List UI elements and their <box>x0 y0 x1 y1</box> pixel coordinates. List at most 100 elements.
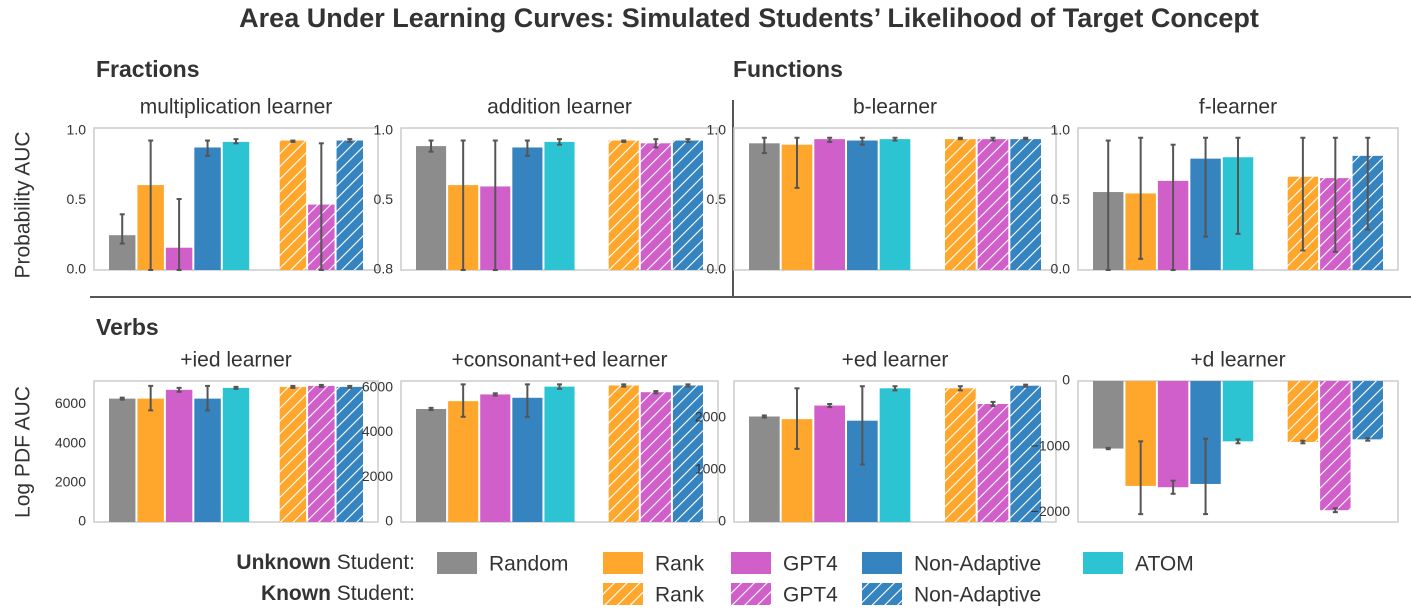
legend-group-label: Known Student: <box>261 582 415 605</box>
bar <box>194 398 221 522</box>
bar <box>544 386 575 522</box>
y-tick-label: 0 <box>78 513 86 529</box>
y-tick-label: 0.5 <box>1051 191 1071 207</box>
chart-title: +ied learner <box>180 349 292 372</box>
legend-label: Non-Adaptive <box>914 584 1041 607</box>
y-tick-label: 2000 <box>695 408 726 424</box>
y-tick-label: 1.0 <box>374 121 394 137</box>
y-tick-label: 0.8 <box>374 261 394 277</box>
legend-group-text: Student: <box>337 551 415 574</box>
bar <box>608 140 639 270</box>
y-tick-label: 1.0 <box>1051 121 1071 137</box>
bar <box>749 143 780 270</box>
y-tick-label: 1.0 <box>707 121 727 137</box>
legend-label: GPT4 <box>783 553 838 576</box>
y-tick-label: 1000 <box>695 460 726 476</box>
bar <box>279 386 307 522</box>
bar <box>448 401 479 522</box>
legend-label: ATOM <box>1135 553 1194 576</box>
legend-group-bold: Known <box>261 582 331 605</box>
bar <box>672 140 703 270</box>
legend-label: Random <box>489 553 568 576</box>
y-tick-label: 0 <box>1062 372 1070 388</box>
chart-title: +d learner <box>1190 349 1285 372</box>
y-tick-label: 0.5 <box>374 191 394 207</box>
bar <box>608 385 639 522</box>
chart-title: +consonant+ed learner <box>452 349 668 372</box>
bar <box>1320 381 1351 511</box>
y-tick-label: 0.0 <box>1051 261 1071 277</box>
legend-group-bold: Unknown <box>236 551 331 574</box>
bar <box>879 139 911 270</box>
legend-group-text: Student: <box>337 582 415 605</box>
chart-title: addition learner <box>487 96 632 119</box>
y-tick-label: −1000 <box>1031 437 1071 453</box>
y-tick-label: 0.0 <box>67 261 87 277</box>
bar <box>945 139 976 270</box>
bar <box>544 141 575 270</box>
legend-swatch <box>862 552 902 574</box>
legend-swatch <box>437 552 477 574</box>
bar <box>640 143 671 270</box>
y-tick-label: 2000 <box>55 474 86 490</box>
bar <box>222 141 250 270</box>
chart-title: multiplication learner <box>140 96 333 119</box>
legend-label: Rank <box>655 584 705 607</box>
bar <box>1287 381 1319 442</box>
bar <box>222 387 250 522</box>
bar <box>847 140 878 270</box>
bar <box>1093 381 1124 449</box>
bar <box>1010 385 1041 522</box>
bar <box>1157 381 1189 488</box>
bar <box>672 385 703 522</box>
legend-group-label: Unknown Student: <box>236 551 415 574</box>
y-tick-label: 0.5 <box>707 191 727 207</box>
bar <box>279 140 307 270</box>
section-label: Verbs <box>96 314 159 340</box>
bar <box>945 388 976 522</box>
y-tick-label: 4000 <box>55 434 86 450</box>
y-tick-label: 4000 <box>362 423 393 439</box>
legend-swatch <box>731 583 771 605</box>
bar <box>1010 139 1041 270</box>
y-tick-label: 0.5 <box>67 191 87 207</box>
legend-label: GPT4 <box>783 584 838 607</box>
legend-swatch <box>1083 552 1123 574</box>
bar <box>879 388 911 522</box>
legend-label: Rank <box>655 553 705 576</box>
y-axis-label: Probability AUC <box>12 131 35 278</box>
legend-label: Non-Adaptive <box>914 553 1041 576</box>
chart-title: f-learner <box>1199 96 1277 119</box>
y-tick-label: 0.0 <box>707 261 727 277</box>
bar <box>749 416 780 522</box>
bar <box>308 385 335 522</box>
bar <box>194 147 221 270</box>
y-tick-label: 0 <box>718 513 726 529</box>
bar <box>416 146 447 270</box>
figure-title: Area Under Learning Curves: Simulated St… <box>239 3 1259 33</box>
y-tick-label: −2000 <box>1031 503 1071 519</box>
legend-swatch <box>862 583 902 605</box>
bar <box>109 398 136 522</box>
bar <box>137 398 164 522</box>
bar <box>336 386 363 522</box>
chart-title: +ed learner <box>842 349 949 372</box>
y-tick-label: 2000 <box>362 468 393 484</box>
y-tick-label: 1.0 <box>67 121 87 137</box>
bar <box>640 392 671 522</box>
y-tick-label: 0 <box>385 513 393 529</box>
y-axis-label: Log PDF AUC <box>12 386 35 518</box>
bar <box>1352 381 1383 440</box>
section-label: Fractions <box>96 56 200 82</box>
bar <box>814 405 845 522</box>
bar <box>1222 381 1254 442</box>
legend-swatch <box>731 552 771 574</box>
y-tick-label: 6000 <box>55 395 86 411</box>
y-tick-label: 6000 <box>362 378 393 394</box>
bar <box>480 394 511 522</box>
chart-title: b-learner <box>853 96 937 119</box>
legend-swatch <box>603 583 643 605</box>
bar <box>165 389 193 522</box>
bar <box>336 140 363 270</box>
